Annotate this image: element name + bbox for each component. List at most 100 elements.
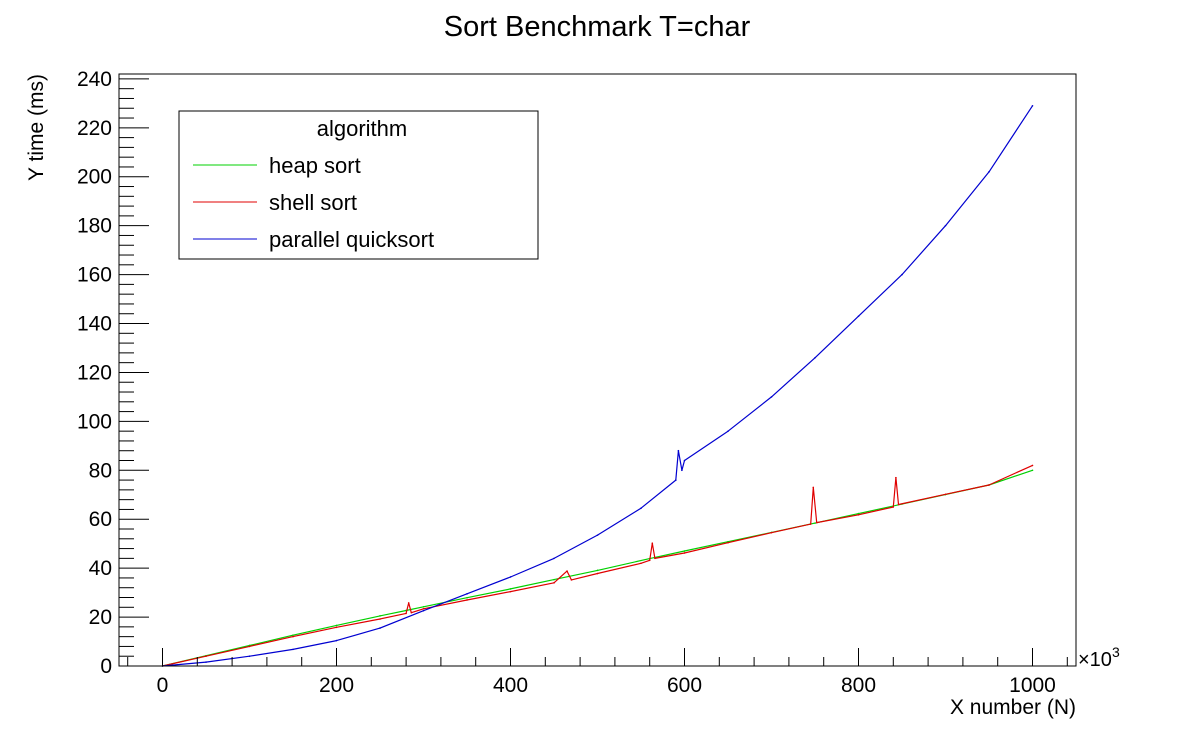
data-point-parallel-quicksort: [466, 593, 468, 595]
data-point-shell-sort: [651, 542, 654, 544]
y-tick-label: 100: [77, 410, 112, 433]
data-point-parallel-quicksort: [683, 459, 686, 462]
y-tick-label: 160: [77, 264, 112, 287]
data-point-heap-sort: [509, 588, 512, 590]
data-point-parallel-quicksort: [1031, 105, 1034, 107]
data-point-parallel-quicksort: [814, 356, 816, 359]
data-point-parallel-quicksort: [292, 648, 294, 651]
data-point-shell-sort: [988, 484, 990, 486]
x-tick-label: 0: [157, 674, 169, 697]
data-point-shell-sort: [857, 514, 860, 516]
y-tick-label: 40: [89, 557, 112, 580]
data-point-shell-sort: [566, 570, 568, 572]
data-point-parallel-quicksort: [248, 655, 251, 658]
legend-label-parallel-quicksort: parallel quicksort: [269, 227, 434, 252]
x-multiplier-base: ×10: [1078, 649, 1112, 671]
y-tick-label: 120: [77, 361, 112, 384]
data-point-shell-sort: [570, 579, 573, 581]
data-point-heap-sort: [466, 596, 468, 599]
y-tick-label: 220: [77, 117, 112, 140]
y-tick-label: 180: [77, 215, 112, 238]
data-point-shell-sort: [640, 562, 642, 565]
y-tick-label: 20: [89, 606, 112, 629]
data-point-shell-sort: [248, 645, 251, 648]
legend-box: [178, 110, 539, 260]
axis-layer: 0 20 40 60 80 100 120 140 160 180 200 220 240 0 200 400…: [77, 68, 1068, 697]
data-point-parallel-quicksort: [727, 430, 729, 432]
data-point-heap-sort: [814, 522, 816, 524]
y-tick-label: 200: [77, 166, 112, 189]
series-layer: [161, 105, 1034, 667]
y-tick-label: 80: [89, 459, 112, 482]
data-point-shell-sort: [405, 612, 407, 615]
data-point-shell-sort: [812, 486, 815, 489]
x-multiplier-label: ×103: [1078, 644, 1120, 671]
data-point-heap-sort: [857, 512, 860, 515]
legend-label-shell-sort: shell sort: [269, 190, 357, 215]
data-point-parallel-quicksort: [770, 396, 773, 398]
data-point-shell-sort: [596, 572, 599, 575]
data-point-shell-sort: [335, 626, 338, 629]
data-point-shell-sort: [770, 531, 773, 534]
data-point-heap-sort: [335, 624, 338, 627]
data-point-heap-sort: [553, 578, 555, 581]
data-point-shell-sort: [509, 590, 512, 593]
x-tick-label: 800: [841, 674, 876, 697]
data-point-shell-sort: [410, 611, 413, 614]
data-point-parallel-quicksort: [681, 469, 683, 472]
data-point-shell-sort: [553, 582, 555, 584]
data-point-parallel-quicksort: [422, 609, 425, 612]
x-axis-label: X number (N): [950, 696, 1076, 719]
data-point-parallel-quicksort: [944, 224, 947, 227]
data-point-heap-sort: [422, 606, 425, 608]
data-point-shell-sort: [379, 618, 381, 620]
data-point-shell-sort: [727, 541, 729, 544]
data-point-shell-sort: [205, 655, 207, 658]
data-point-parallel-quicksort: [205, 661, 207, 663]
data-point-heap-sort: [596, 569, 599, 572]
data-point-parallel-quicksort: [675, 479, 677, 481]
data-point-parallel-quicksort: [509, 576, 512, 578]
data-point-heap-sort: [683, 550, 686, 552]
series-line-heap-sort: [162, 469, 1033, 667]
data-point-shell-sort: [466, 599, 468, 601]
data-point-shell-sort: [1031, 464, 1034, 467]
series-line-parallel-quicksort: [162, 105, 1034, 667]
data-point-shell-sort: [815, 521, 818, 524]
legend-title: algorithm: [317, 116, 407, 141]
x-multiplier-exponent: 3: [1112, 644, 1120, 660]
x-tick-label: 400: [493, 674, 528, 697]
data-point-parallel-quicksort: [857, 315, 860, 317]
x-tick-label: 600: [667, 674, 702, 697]
data-point-parallel-quicksort: [379, 627, 381, 629]
data-point-parallel-quicksort: [335, 639, 338, 642]
y-axis-label: Y time (ms): [25, 74, 48, 181]
chart-title: Sort Benchmark T=char: [444, 11, 751, 43]
x-tick-label: 200: [319, 674, 354, 697]
data-point-heap-sort: [1031, 469, 1034, 472]
data-point-shell-sort: [892, 506, 895, 508]
plot-frame: [118, 73, 1077, 667]
legend-label-heap-sort: heap sort: [269, 153, 361, 178]
data-point-parallel-quicksort: [901, 273, 903, 276]
data-point-shell-sort: [683, 552, 686, 554]
data-point-shell-sort: [654, 557, 656, 560]
data-point-shell-sort: [292, 635, 294, 638]
y-tick-label: 60: [89, 508, 112, 531]
data-point-parallel-quicksort: [677, 449, 680, 452]
data-point-parallel-quicksort: [596, 534, 599, 536]
y-tick-label: 240: [77, 68, 112, 91]
data-point-shell-sort: [809, 523, 812, 525]
data-point-heap-sort: [292, 634, 294, 636]
y-tick-label: 0: [100, 655, 112, 678]
data-point-parallel-quicksort: [988, 171, 990, 173]
data-point-parallel-quicksort: [640, 507, 642, 510]
data-point-parallel-quicksort: [553, 557, 555, 560]
legend: algorithm heap sort shell sort parallel …: [178, 110, 539, 260]
data-point-shell-sort: [422, 607, 425, 610]
data-point-shell-sort: [648, 559, 651, 562]
data-point-shell-sort: [944, 493, 947, 496]
x-tick-label: 1000: [1009, 674, 1056, 697]
data-point-shell-sort: [895, 476, 897, 479]
